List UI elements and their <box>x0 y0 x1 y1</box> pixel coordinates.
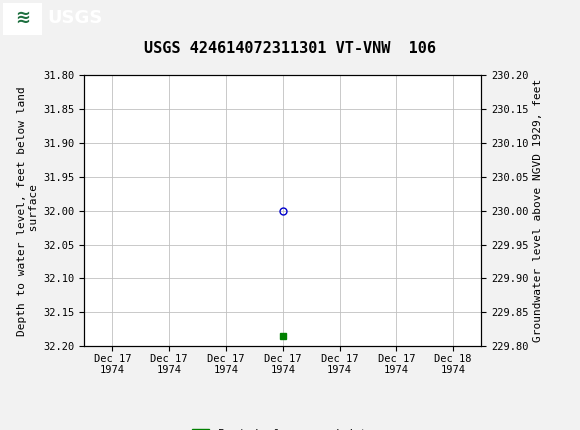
Text: USGS: USGS <box>48 9 103 27</box>
Text: USGS 424614072311301 VT-VNW  106: USGS 424614072311301 VT-VNW 106 <box>144 41 436 56</box>
Text: ≋: ≋ <box>15 9 30 27</box>
Y-axis label: Depth to water level, feet below land
 surface: Depth to water level, feet below land su… <box>17 86 39 335</box>
Bar <box>3 3 42 35</box>
Legend: Period of approved data: Period of approved data <box>188 424 378 430</box>
Y-axis label: Groundwater level above NGVD 1929, feet: Groundwater level above NGVD 1929, feet <box>533 79 543 342</box>
